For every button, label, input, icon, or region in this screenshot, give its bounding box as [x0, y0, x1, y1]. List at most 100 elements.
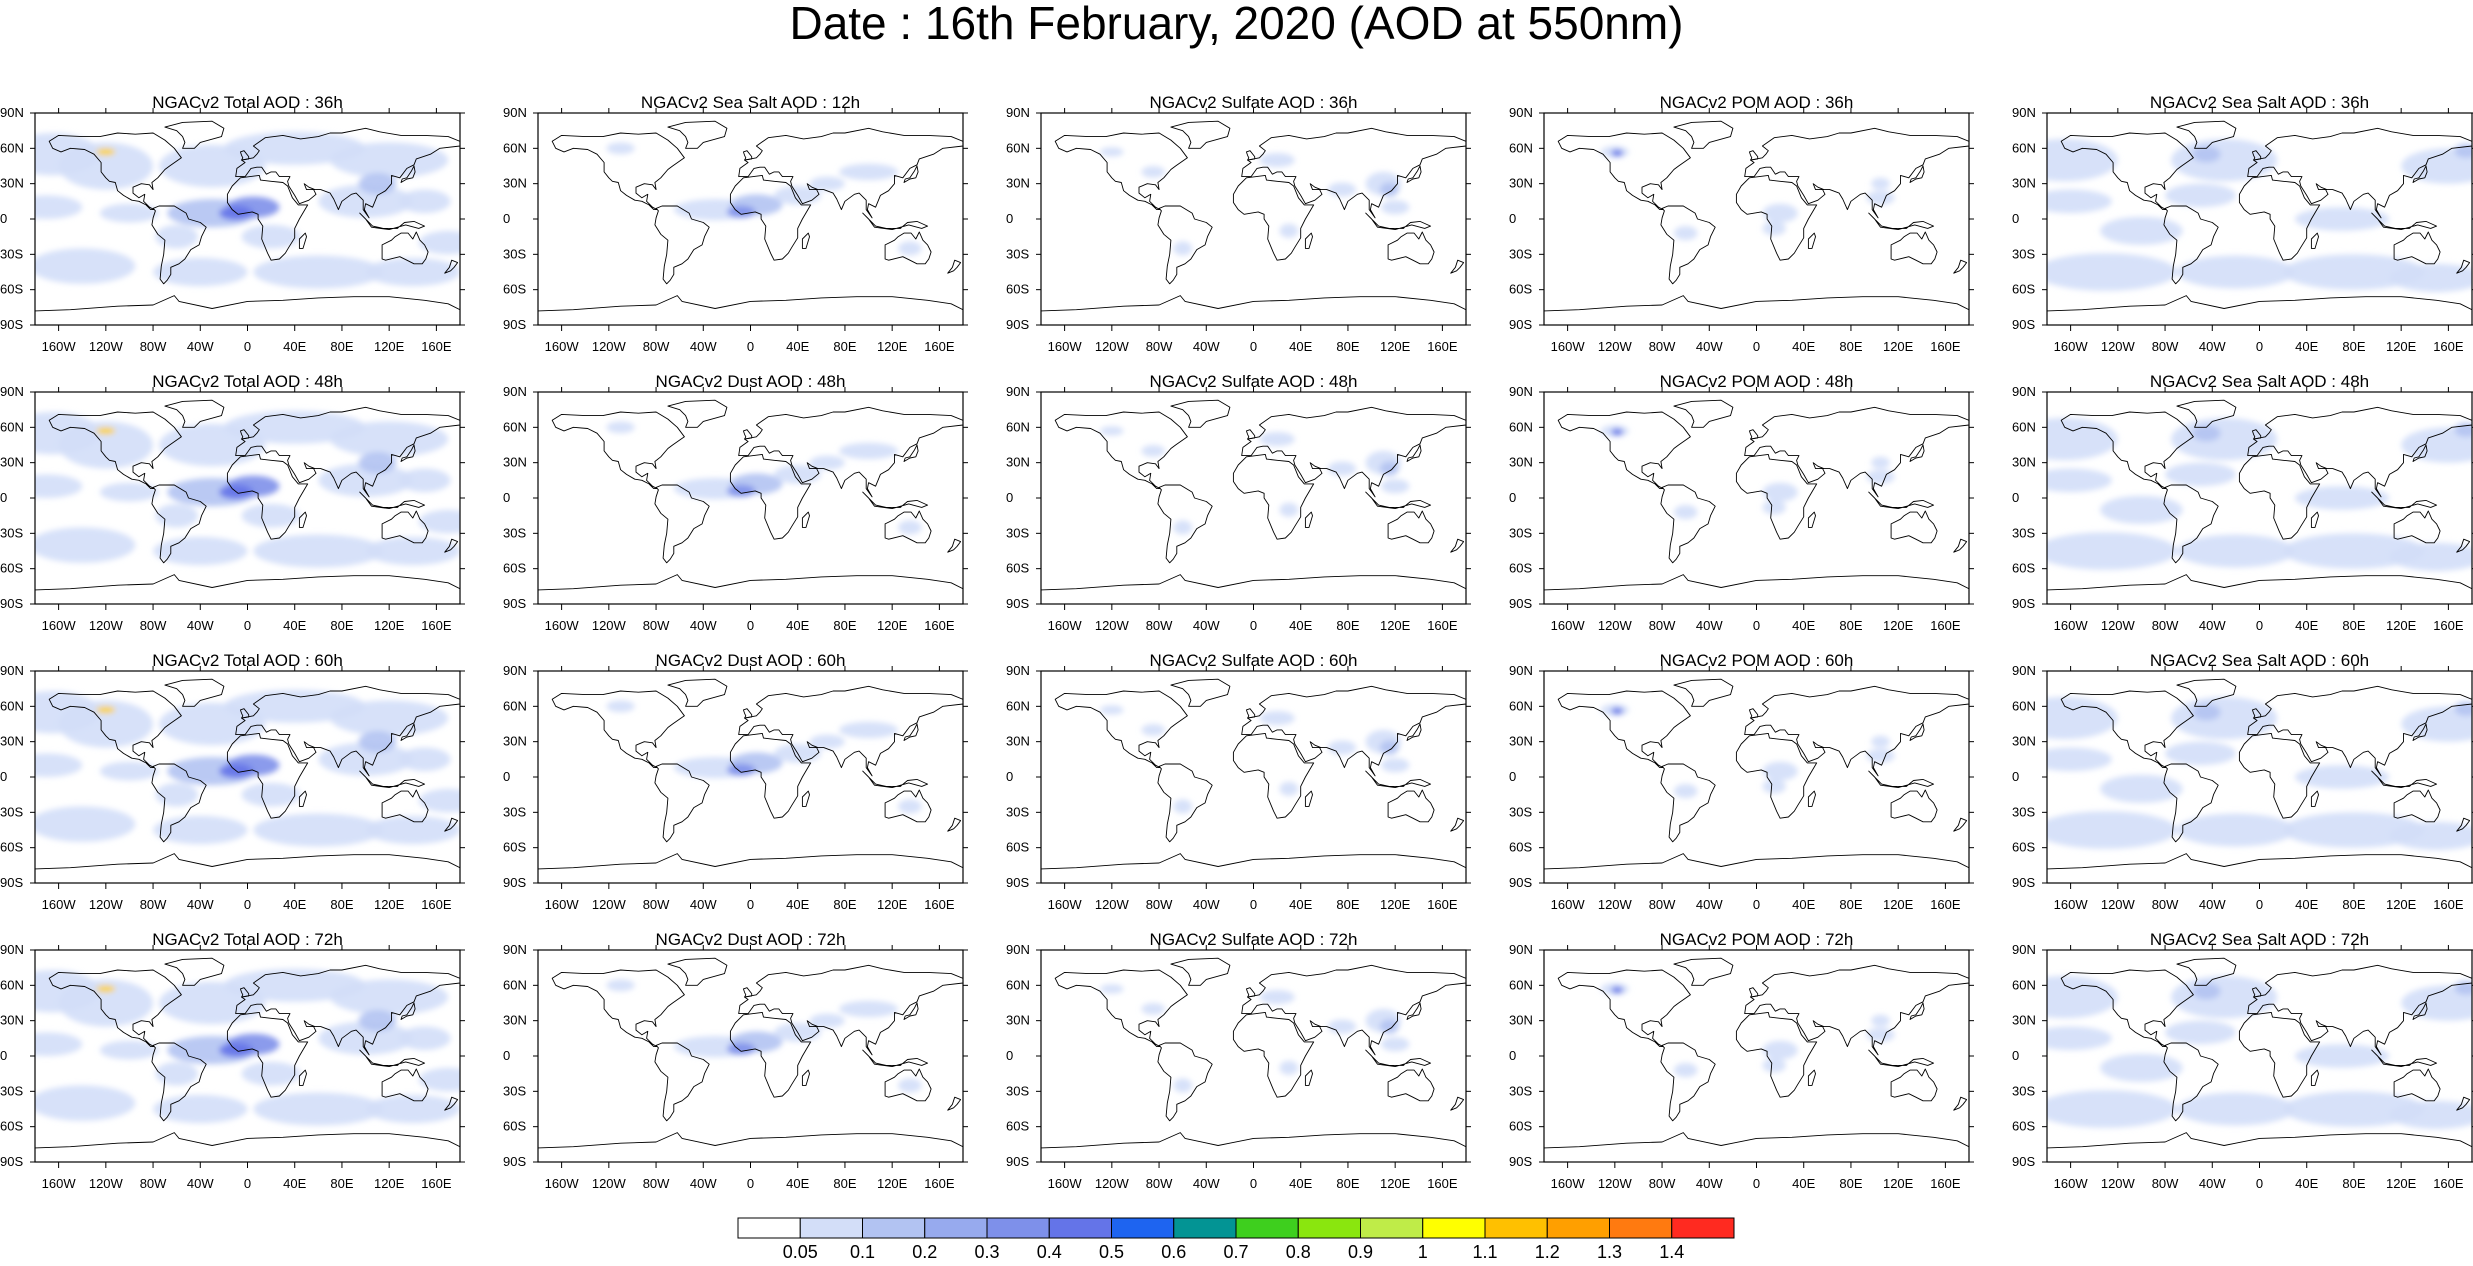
aod-plume: [1173, 799, 1193, 814]
lon-tick-label: 160W: [42, 618, 77, 633]
lat-tick-label: 90S: [503, 317, 526, 332]
lon-tick-label: 120W: [1095, 1176, 1130, 1191]
coastline-indonesia: [1365, 212, 1432, 231]
coastline-australia: [381, 789, 429, 823]
coastline-greenland: [2176, 399, 2237, 428]
aod-plume: [398, 189, 451, 214]
lat-tick-label: 30N: [0, 455, 24, 470]
lon-tick-label: 40W: [1193, 897, 1220, 912]
lat-tick-label: 30S: [0, 804, 23, 819]
aod-plume: [1381, 479, 1410, 494]
aod-plume: [153, 1094, 248, 1124]
lon-tick-label: 40W: [2199, 1176, 2226, 1191]
lon-tick-label: 120W: [89, 1176, 124, 1191]
aod-plume: [1673, 226, 1698, 241]
lon-tick-label: 160E: [1427, 618, 1458, 633]
lat-tick-label: 0: [0, 211, 7, 226]
lon-tick-label: 80E: [1336, 618, 1359, 633]
lat-tick-label: 90S: [1006, 1154, 1029, 1169]
panel-title: NGACv2 Sea Salt AOD : 72h: [2149, 930, 2370, 949]
map-panel-6: NGACv2 Total AOD : 48h 90N 60N 30N 0 30S 60S 90…: [0, 372, 470, 642]
aod-plume: [1762, 500, 1786, 515]
lon-tick-label: 160W: [2054, 618, 2089, 633]
coastline-indonesia: [1868, 770, 1935, 789]
coastline-antarctica: [1041, 853, 1466, 883]
coastline-japan: [1909, 723, 1925, 741]
lon-tick-label: 80W: [1146, 339, 1173, 354]
aod-plume: [2294, 1044, 2390, 1068]
lon-tick-label: 120E: [374, 618, 405, 633]
lon-tick-label: 120W: [1598, 618, 1633, 633]
aod-plume: [318, 184, 413, 218]
lon-tick-label: 40W: [1193, 1176, 1220, 1191]
aod-plume: [2047, 747, 2112, 772]
coastline-uk: [1748, 987, 1759, 998]
lat-tick-label: 90N: [503, 384, 527, 399]
aod-plume: [606, 142, 635, 155]
coastline-australia: [1387, 510, 1435, 544]
coastline-antarctica: [1041, 574, 1466, 604]
lon-tick-label: 120W: [89, 339, 124, 354]
aod-plume: [96, 985, 116, 993]
lon-tick-label: 120E: [877, 339, 908, 354]
coastline-south-america: [1157, 484, 1213, 564]
coastline-africa: [1735, 732, 1818, 819]
lon-tick-label: 160E: [421, 618, 452, 633]
coastline-uk: [1245, 429, 1256, 440]
lon-tick-label: 80E: [1839, 339, 1862, 354]
coastline-madagascar: [801, 1069, 810, 1086]
coastline-north-america: [1054, 411, 1188, 490]
coastline-greenland: [1673, 399, 1734, 428]
map-panel-5: NGACv2 Sea Salt AOD : 36h 90N 60N 30N 0 30S 60…: [2012, 93, 2473, 363]
coastline-africa: [1735, 1011, 1818, 1098]
coastline-antarctica: [2047, 574, 2472, 604]
lon-tick-label: 80W: [140, 618, 167, 633]
lon-tick-label: 0: [747, 897, 754, 912]
aod-plume: [418, 788, 460, 813]
lon-tick-label: 0: [1753, 618, 1760, 633]
coastline-greenland: [2176, 957, 2237, 986]
map-panel-13: NGACv2 Sulfate AOD : 60h 90N 60N 30N 0 30S 60S…: [1006, 651, 1476, 921]
world-map: 90N 60N 30N 0 30S 60S 90S 160W 120W 80W 40W 0 40E 80E…: [1509, 942, 1974, 1191]
colorbar-swatch: [1546, 1217, 1610, 1239]
lat-tick-label: 60N: [1509, 419, 1533, 434]
coastline-antarctica: [2047, 853, 2472, 883]
aod-plume: [2047, 189, 2112, 214]
lon-tick-label: 80E: [2342, 897, 2365, 912]
aod-plume: [2176, 255, 2295, 289]
coastline-madagascar: [1304, 511, 1313, 528]
aod-plume: [898, 799, 922, 814]
lon-tick-label: 80E: [2342, 339, 2365, 354]
coastline-japan: [400, 1002, 416, 1020]
lon-tick-label: 80W: [1146, 1176, 1173, 1191]
coastline-north-america: [48, 690, 182, 769]
coastline-north-america: [551, 411, 685, 490]
lat-tick-label: 90S: [503, 1154, 526, 1169]
lon-tick-label: 40W: [1696, 897, 1723, 912]
aod-plume: [726, 206, 756, 218]
coastline-japan: [1406, 444, 1422, 462]
lon-tick-label: 40E: [2295, 339, 2318, 354]
aod-plume: [2100, 495, 2183, 524]
coastline-new-zealand: [947, 538, 962, 553]
aod-plume: [1762, 1058, 1786, 1073]
coastline-indonesia: [2371, 491, 2438, 510]
panel-title: NGACv2 POM AOD : 60h: [1659, 651, 1854, 670]
lat-tick-label: 30N: [0, 1013, 24, 1028]
lon-tick-label: 160E: [2433, 618, 2464, 633]
aod-plume: [2283, 812, 2425, 848]
lon-tick-label: 80E: [330, 339, 353, 354]
coastline-madagascar: [801, 790, 810, 807]
lat-tick-label: 60N: [503, 140, 527, 155]
coastline-australia: [1387, 231, 1435, 265]
coastline-new-zealand: [1953, 817, 1968, 832]
lon-tick-label: 120E: [1883, 897, 1914, 912]
aod-plume: [1381, 1037, 1410, 1052]
coastline-new-zealand: [947, 817, 962, 832]
lat-tick-label: 90S: [1006, 875, 1029, 890]
lon-tick-label: 120E: [1380, 1176, 1411, 1191]
aod-plume: [2171, 975, 2278, 1019]
coastline-south-america: [2163, 1042, 2219, 1122]
aod-plume: [1173, 241, 1193, 256]
aod-plume: [2389, 821, 2472, 850]
